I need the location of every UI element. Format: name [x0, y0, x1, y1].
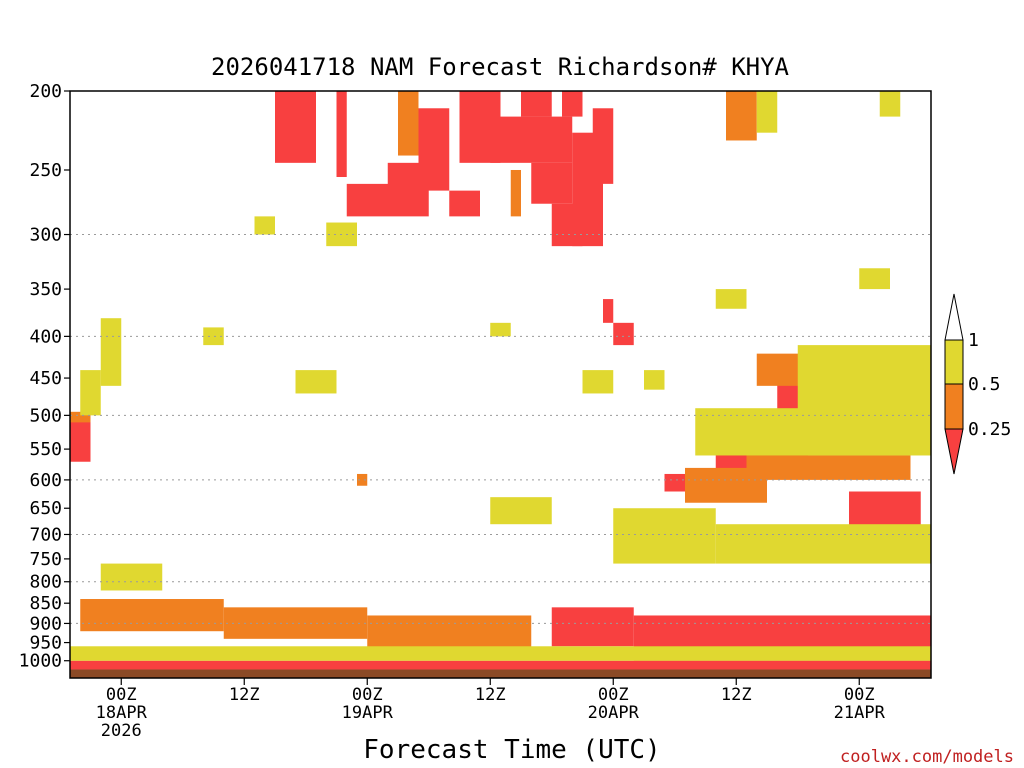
y-tick-label: 700	[29, 524, 62, 545]
legend-box	[944, 339, 964, 385]
heatmap-cell	[490, 116, 573, 163]
y-tick-label: 450	[29, 368, 62, 389]
legend-threshold-label: 0.25	[968, 419, 1011, 440]
heatmap-cell	[70, 646, 931, 661]
heatmap-cell	[715, 524, 931, 564]
x-tick-label: 12Z	[229, 685, 260, 705]
ground-terrain	[70, 669, 931, 678]
heatmap-cell	[695, 408, 931, 456]
heatmap-cell	[613, 508, 716, 564]
heatmap-cell	[295, 370, 337, 394]
y-tick-label: 650	[29, 498, 62, 519]
x-tick-label: 21APR	[834, 703, 886, 723]
heatmap-cell	[746, 455, 911, 480]
y-tick-label: 200	[29, 81, 62, 102]
y-tick-label: 500	[29, 405, 62, 426]
heatmap-cell	[756, 91, 778, 133]
x-tick-label: 2026	[101, 721, 142, 741]
x-tick-label: 12Z	[475, 685, 506, 705]
heatmap-cell	[449, 190, 480, 217]
heatmap-cell	[726, 91, 757, 141]
heatmap-cell	[70, 411, 91, 423]
heatmap-cell	[603, 299, 614, 323]
y-tick-label: 800	[29, 572, 62, 593]
heatmap-cell	[582, 370, 614, 394]
y-tick-label: 400	[29, 326, 62, 347]
y-tick-label: 600	[29, 470, 62, 491]
x-axis-label: Forecast Time (UTC)	[363, 735, 660, 765]
heatmap-cell	[644, 370, 665, 390]
heatmap-cell	[80, 370, 101, 416]
heatmap-cell	[879, 91, 901, 117]
heatmap-cell	[859, 268, 890, 290]
legend-arrow-bottom	[944, 428, 964, 475]
heatmap-cell	[203, 327, 224, 346]
x-tick-label: 19APR	[342, 703, 394, 723]
heatmap-cell	[797, 345, 931, 416]
heatmap-cell	[521, 91, 552, 117]
heatmap-cell	[100, 563, 163, 591]
heatmap-cell	[551, 607, 634, 647]
heatmap-cell	[357, 473, 368, 486]
source-link[interactable]: coolwx.com/models	[840, 747, 1014, 767]
heatmap-cell	[70, 660, 931, 670]
legend-box	[944, 383, 964, 430]
heatmap-cell	[418, 108, 450, 191]
heatmap-cell	[254, 216, 275, 235]
y-tick-label: 350	[29, 279, 62, 300]
heatmap-cell	[336, 91, 347, 178]
heatmap-cell	[387, 162, 419, 198]
chart-title: 2026041718 NAM Forecast Richardson# KHYA	[211, 53, 790, 81]
heatmap-cell	[398, 91, 419, 156]
y-tick-label: 750	[29, 549, 62, 570]
x-tick-label: 20APR	[588, 703, 640, 723]
heatmap-cell	[100, 318, 122, 386]
heatmap-cell	[80, 599, 224, 632]
y-tick-label: 850	[29, 593, 62, 614]
y-tick-label: 550	[29, 439, 62, 460]
heatmap-cell	[490, 322, 511, 337]
x-tick-label: 00Z	[106, 685, 137, 705]
y-tick-label: 300	[29, 225, 62, 246]
heatmap-cell	[592, 108, 614, 184]
legend-threshold-label: 1	[968, 330, 979, 351]
heatmap-cell	[490, 497, 552, 525]
y-tick-label: 900	[29, 613, 62, 634]
heatmap-cell	[715, 289, 747, 309]
x-tick-label: 00Z	[352, 685, 383, 705]
colorbar-legend: 1 0.5 0.25	[944, 293, 1011, 475]
heatmap-cell	[70, 418, 91, 462]
heatmap-cell	[223, 607, 368, 639]
y-tick-label: 950	[29, 633, 62, 654]
plot-frame	[69, 90, 932, 679]
x-tick-label: 00Z	[844, 685, 875, 705]
y-axis-ticks: 200 250 300 350 400 450 500 550 600 650 700 7508008…	[19, 81, 70, 672]
y-tick-label: 1000	[19, 651, 62, 672]
x-tick-label: 12Z	[721, 685, 752, 705]
heatmap-cell	[531, 162, 573, 204]
heatmap-cell	[562, 91, 583, 117]
x-tick-label: 18APR	[96, 703, 148, 723]
x-tick-label: 00Z	[598, 685, 629, 705]
y-tick-label: 250	[29, 160, 62, 181]
legend-threshold-label: 0.5	[968, 374, 1001, 395]
heatmap-cell	[613, 322, 634, 346]
heatmap-cell	[510, 169, 521, 217]
heatmap-cell	[275, 91, 316, 163]
